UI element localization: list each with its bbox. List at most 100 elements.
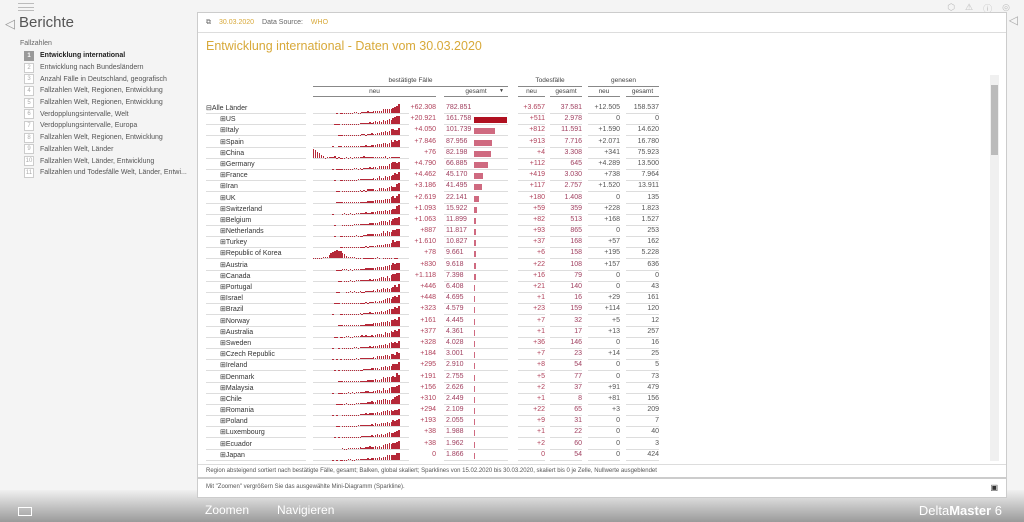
table-row[interactable]: ⊞Germany +4.790 66.885 +112 645 +4.289 1… bbox=[198, 159, 988, 170]
country-name[interactable]: ⊞Denmark bbox=[206, 373, 306, 383]
warning-icon[interactable]: ⚠ bbox=[965, 2, 974, 12]
country-name[interactable]: ⊞Ecuador bbox=[206, 440, 306, 450]
expand-icon[interactable]: ⊞ bbox=[220, 339, 226, 347]
expand-icon[interactable]: ⊞ bbox=[220, 261, 226, 269]
sidebar-item[interactable]: 3 Anzahl Fälle in Deutschland, geografisc… bbox=[24, 73, 187, 85]
table-row[interactable]: ⊞Netherlands +887 11.817 +93 865 0 253 bbox=[198, 226, 988, 238]
sidebar-item[interactable]: 2 Entwicklung nach Bundesländern bbox=[24, 62, 187, 74]
table-row[interactable]: ⊞Australia +377 4.361 +1 17 +13 257 bbox=[198, 327, 988, 338]
sidebar-item[interactable]: 5 Fallzahlen Welt, Regionen, Entwicklung bbox=[24, 97, 187, 109]
collapse-sidebar-icon[interactable]: ◁ bbox=[5, 16, 15, 31]
country-name[interactable]: ⊞China bbox=[206, 149, 306, 159]
country-name[interactable]: ⊞US bbox=[206, 115, 306, 126]
sparkline[interactable] bbox=[313, 272, 409, 282]
sidebar-item[interactable]: 8 Fallzahlen Welt, Regionen, Entwicklung bbox=[24, 132, 187, 144]
table-row[interactable]: ⊞Iran +3.186 41.495 +117 2.757 +1.520 13… bbox=[198, 181, 988, 193]
sidebar-item[interactable]: 6 Verdopplungsintervalle, Welt bbox=[24, 108, 187, 120]
sidebar-item[interactable]: 1 Entwicklung international bbox=[24, 50, 187, 62]
sparkline[interactable] bbox=[313, 115, 409, 126]
sidebar-item[interactable]: 10 Fallzahlen Welt, Länder, Entwicklung bbox=[24, 155, 187, 167]
expand-icon[interactable]: ⊞ bbox=[220, 440, 226, 448]
expand-icon[interactable]: ⊞ bbox=[220, 295, 226, 303]
country-name[interactable]: ⊞Germany bbox=[206, 160, 306, 170]
country-name[interactable]: ⊞Japan bbox=[206, 451, 306, 461]
country-name[interactable]: ⊞Brazil bbox=[206, 305, 306, 316]
country-name[interactable]: ⊞Norway bbox=[206, 317, 306, 327]
country-name[interactable]: ⊞Canada bbox=[206, 272, 306, 282]
header-confirmed-total[interactable]: gesamt ▼ bbox=[444, 88, 508, 97]
table-row[interactable]: ⊞Republic of Korea +78 9.661 +6 158 +195… bbox=[198, 248, 988, 260]
country-name[interactable]: ⊞Iran bbox=[206, 182, 306, 193]
table-row[interactable]: ⊞Switzerland +1.093 15.922 +59 359 +228 … bbox=[198, 204, 988, 215]
country-name[interactable]: ⊞Italy bbox=[206, 126, 306, 137]
expand-icon[interactable]: ⊞ bbox=[220, 216, 226, 224]
country-name[interactable]: ⊞Netherlands bbox=[206, 227, 306, 238]
source-value[interactable]: WHO bbox=[310, 19, 329, 26]
country-name[interactable]: ⊞Austria bbox=[206, 261, 306, 271]
table-row[interactable]: ⊞Poland +193 2.055 +9 31 0 7 bbox=[198, 416, 988, 428]
expand-icon[interactable]: ⊞ bbox=[220, 116, 226, 124]
table-row[interactable]: ⊞Austria +830 9.618 +22 108 +157 636 bbox=[198, 260, 988, 271]
sparkline[interactable] bbox=[313, 417, 409, 428]
sparkline[interactable] bbox=[313, 339, 409, 349]
country-name[interactable]: ⊞Luxembourg bbox=[206, 428, 306, 439]
expand-icon[interactable]: ⊞ bbox=[220, 250, 226, 258]
report-date[interactable]: 30.03.2020 bbox=[219, 19, 255, 26]
expand-icon[interactable]: ⊞ bbox=[220, 317, 226, 325]
country-name[interactable]: ⊞Poland bbox=[206, 417, 306, 428]
sparkline[interactable] bbox=[313, 182, 409, 193]
table-row[interactable]: ⊞UK +2.619 22.141 +180 1.408 0 135 bbox=[198, 193, 988, 204]
expand-icon[interactable]: ⊞ bbox=[220, 362, 226, 370]
sparkline[interactable] bbox=[313, 317, 409, 327]
expand-icon[interactable]: ⊞ bbox=[220, 306, 226, 314]
table-row[interactable]: ⊞Canada +1.118 7.398 +16 79 0 0 bbox=[198, 271, 988, 282]
country-name[interactable]: ⊞Sweden bbox=[206, 339, 306, 349]
header-deaths-total[interactable]: gesamt bbox=[550, 88, 582, 97]
sparkline[interactable] bbox=[313, 261, 409, 271]
expand-icon[interactable]: ⊟ bbox=[206, 105, 212, 112]
sparkline[interactable] bbox=[313, 361, 409, 372]
country-name[interactable]: ⊞Portugal bbox=[206, 283, 306, 293]
expand-icon[interactable]: ⊞ bbox=[220, 328, 226, 336]
table-row[interactable]: ⊟Alle Länder +62.308 782.851 +3.657 37.5… bbox=[198, 103, 988, 114]
expand-icon[interactable]: ⊞ bbox=[220, 451, 226, 459]
expand-icon[interactable]: ⊞ bbox=[220, 351, 226, 359]
scrollbar[interactable] bbox=[990, 75, 999, 461]
sparkline[interactable] bbox=[313, 171, 409, 182]
country-name[interactable]: ⊞Romania bbox=[206, 406, 306, 417]
zoom-button[interactable]: Zoomen bbox=[205, 503, 250, 517]
header-deaths-new[interactable]: neu bbox=[518, 88, 545, 97]
expand-icon[interactable]: ⊞ bbox=[220, 127, 226, 135]
sidebar-item[interactable]: 4 Fallzahlen Welt, Regionen, Entwicklung bbox=[24, 85, 187, 97]
expand-icon[interactable]: ⊞ bbox=[220, 429, 226, 437]
expand-icon[interactable]: ⊞ bbox=[220, 194, 226, 202]
table-row[interactable]: ⊞Italy +4.050 101.739 +812 11.591 +1.590… bbox=[198, 125, 988, 137]
sparkline[interactable] bbox=[313, 216, 409, 226]
country-name[interactable]: ⊞Malaysia bbox=[206, 384, 306, 394]
window-icon[interactable]: ⧉ bbox=[206, 18, 211, 26]
expand-icon[interactable]: ⊞ bbox=[220, 205, 226, 213]
expand-icon[interactable]: ⊞ bbox=[220, 418, 226, 426]
expand-icon[interactable]: ⊞ bbox=[220, 284, 226, 291]
country-name[interactable]: ⊞Chile bbox=[206, 395, 306, 405]
country-name[interactable]: ⊞Switzerland bbox=[206, 205, 306, 215]
sparkline[interactable] bbox=[313, 440, 409, 450]
table-row[interactable]: ⊞Norway +161 4.445 +7 32 +5 12 bbox=[198, 316, 988, 327]
table-row[interactable]: ⊞Ecuador +38 1.962 +2 60 0 3 bbox=[198, 439, 988, 450]
table-row[interactable]: ⊞US +20.921 161.758 +511 2.978 0 0 bbox=[198, 114, 988, 126]
navigate-button[interactable]: Navigieren bbox=[277, 503, 335, 517]
country-name[interactable]: ⊞Ireland bbox=[206, 361, 306, 372]
sparkline[interactable] bbox=[313, 148, 409, 159]
expand-icon[interactable]: ⊞ bbox=[220, 183, 226, 191]
expand-icon[interactable]: ⊞ bbox=[220, 172, 226, 180]
table-row[interactable]: ⊞Brazil +323 4.579 +23 159 +114 120 bbox=[198, 304, 988, 316]
scrollbar-thumb[interactable] bbox=[991, 85, 998, 155]
table-row[interactable]: ⊞Portugal +446 6.408 +21 140 0 43 bbox=[198, 282, 988, 293]
header-recovered-total[interactable]: gesamt bbox=[626, 88, 659, 97]
sparkline[interactable] bbox=[313, 328, 409, 338]
expand-icon[interactable]: ⊞ bbox=[220, 384, 226, 392]
sparkline[interactable] bbox=[313, 451, 409, 461]
expand-right-icon[interactable]: ◁ bbox=[1008, 13, 1018, 27]
sidebar-item[interactable]: 11 Fallzahlen und Todesfälle Welt, Länder… bbox=[24, 167, 187, 179]
sparkline[interactable] bbox=[313, 373, 409, 383]
